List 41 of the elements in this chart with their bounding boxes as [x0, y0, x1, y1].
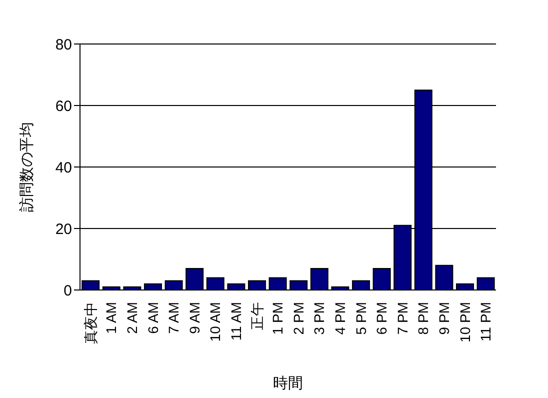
x-tick-label: 6 AM: [144, 302, 161, 334]
x-tick-label: 6 PM: [374, 302, 390, 335]
y-tick-label: 40: [55, 159, 72, 176]
bar: [206, 277, 224, 290]
x-tick-label: 9 AM: [186, 302, 202, 334]
x-tick-label: 7 AM: [166, 302, 182, 334]
bar: [248, 280, 266, 290]
x-tick-label: 10 PM: [456, 302, 473, 342]
bar: [456, 283, 474, 290]
x-tick-label: 真夜中: [82, 302, 98, 344]
y-tick-label: 0: [64, 282, 72, 300]
x-tick-label: 正午: [248, 302, 265, 330]
x-tick-label: 1 AM: [103, 302, 120, 334]
bar: [352, 280, 370, 290]
x-tick-label: 8 PM: [415, 302, 432, 335]
x-axis-title: 時間: [273, 375, 303, 392]
y-tick-label: 60: [55, 98, 72, 115]
bar: [290, 280, 308, 290]
x-tick-label: 1 PM: [270, 302, 286, 335]
bar: [227, 283, 246, 290]
bar: [372, 268, 391, 290]
x-tick-label: 10 AM: [207, 302, 224, 342]
y-axis-title: 訪問数の平均: [18, 122, 36, 212]
x-tick-label: 2 PM: [290, 302, 306, 335]
bar: [310, 268, 328, 290]
bar: [435, 264, 454, 290]
x-tick-label: 9 PM: [436, 302, 452, 335]
x-tick-label: 2 AM: [124, 302, 140, 334]
x-tick-label: 11 PM: [478, 302, 494, 342]
bar: [186, 268, 204, 290]
x-tick-label: 4 PM: [332, 302, 348, 335]
bar: [144, 283, 162, 290]
x-tick-label: 3 PM: [311, 302, 328, 335]
bar: [268, 277, 287, 290]
x-tick-label: 5 PM: [352, 302, 369, 335]
x-tick-label: 11 AM: [228, 302, 244, 341]
y-tick-label: 20: [55, 220, 72, 238]
bar: [476, 277, 495, 290]
y-tick-label: 80: [55, 36, 72, 54]
bar: [164, 280, 183, 290]
x-tick-label: 7 PM: [394, 302, 410, 335]
